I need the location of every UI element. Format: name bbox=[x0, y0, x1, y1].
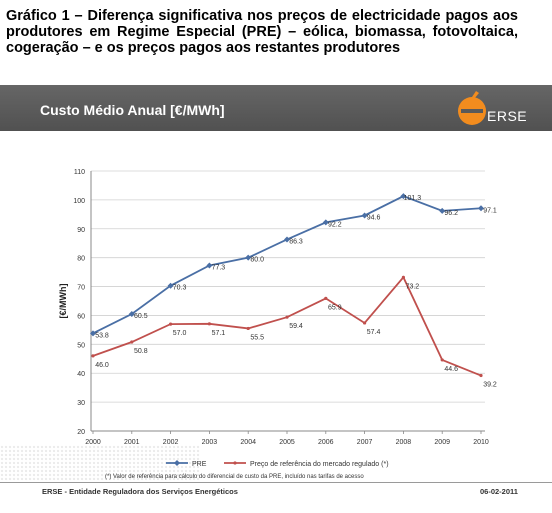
legend-label: PRE bbox=[192, 461, 207, 468]
data-label: 46.0 bbox=[95, 362, 109, 369]
series-group: 53.8 60.5 70.3 77.3 80.0 86.3 92.2 94.6 101.3 96.… bbox=[90, 193, 497, 389]
y-tick-label: 110 bbox=[74, 169, 85, 176]
y-tick-label: 90 bbox=[77, 227, 85, 234]
x-tick-label: 2004 bbox=[240, 439, 256, 446]
series-reference-price: 46.0 50.8 57.0 57.1 55.5 59.4 65.9 57.4 73.2 44.6… bbox=[91, 275, 497, 389]
y-tick-labels: 20 30 40 50 60 70 80 90 100 110 bbox=[73, 169, 85, 436]
logo-text: ERSE bbox=[487, 108, 528, 124]
data-point bbox=[130, 340, 134, 344]
x-tick-label: 2005 bbox=[279, 439, 295, 446]
footer-date: 06-02-2011 bbox=[480, 487, 518, 496]
x-tick-label: 2001 bbox=[124, 439, 140, 446]
data-point bbox=[246, 326, 250, 331]
banner-title: Custo Médio Anual [€/MWh] bbox=[40, 102, 225, 118]
legend-marker bbox=[174, 460, 180, 466]
y-tick-label: 80 bbox=[77, 256, 85, 263]
data-point bbox=[90, 330, 96, 337]
y-tick-label: 20 bbox=[77, 429, 85, 436]
data-label: 101.3 bbox=[404, 195, 422, 202]
data-label: 50.8 bbox=[134, 348, 148, 355]
data-label: 73.2 bbox=[406, 283, 420, 290]
data-label: 55.5 bbox=[250, 334, 264, 341]
data-label: 77.3 bbox=[212, 264, 226, 271]
data-point bbox=[206, 262, 213, 269]
banner: Custo Médio Anual [€/MWh] ERSE bbox=[0, 85, 552, 131]
data-point bbox=[479, 373, 483, 378]
data-point bbox=[91, 354, 95, 358]
data-point bbox=[361, 212, 368, 219]
x-tick-label: 2008 bbox=[396, 439, 412, 446]
footer-divider bbox=[0, 482, 552, 483]
erse-logo: ERSE bbox=[455, 91, 545, 129]
footnote: (*) Valor de referência para cálculo do … bbox=[105, 474, 364, 480]
x-tick-labels: 2000 2001 2002 2003 2004 2005 2006 2007 2008 2009… bbox=[85, 431, 489, 446]
data-point bbox=[128, 311, 135, 317]
slide: Custo Médio Anual [€/MWh] ERSE 20 30 40 50 6… bbox=[0, 85, 552, 513]
y-tick-label: 50 bbox=[77, 342, 85, 349]
x-tick-label: 2006 bbox=[318, 439, 334, 446]
data-label: 39.2 bbox=[483, 382, 497, 389]
data-point bbox=[363, 321, 367, 325]
data-label: 94.6 bbox=[367, 214, 381, 221]
x-tick-label: 2010 bbox=[473, 439, 489, 446]
data-point bbox=[285, 315, 289, 319]
legend: PRE Preço de referência do mercado regula… bbox=[166, 460, 389, 468]
data-label: 92.2 bbox=[328, 221, 342, 228]
data-point bbox=[478, 205, 484, 212]
x-tick-label: 2007 bbox=[357, 439, 373, 446]
data-point bbox=[439, 207, 446, 214]
data-point bbox=[400, 193, 407, 200]
data-label: 57.1 bbox=[212, 330, 226, 337]
data-point bbox=[245, 254, 252, 261]
legend-marker bbox=[233, 461, 237, 465]
data-point bbox=[284, 236, 290, 243]
data-point bbox=[207, 322, 211, 326]
series-line bbox=[92, 195, 482, 335]
data-label: 57.4 bbox=[367, 329, 381, 336]
y-tick-label: 40 bbox=[77, 371, 85, 378]
x-tick-label: 2003 bbox=[202, 439, 218, 446]
legend-label: Preço de referência do mercado regulado … bbox=[250, 461, 389, 468]
data-label: 57.0 bbox=[173, 330, 187, 337]
data-label: 70.3 bbox=[173, 285, 187, 292]
data-point bbox=[169, 322, 173, 326]
erse-logo-icon bbox=[458, 91, 486, 125]
data-point bbox=[401, 275, 405, 279]
footer-organization: ERSE - Entidade Reguladora dos Serviços … bbox=[42, 487, 238, 496]
data-point bbox=[322, 219, 329, 226]
data-label: 80.0 bbox=[250, 257, 264, 264]
series-pre: 53.8 60.5 70.3 77.3 80.0 86.3 92.2 94.6 101.3 96.… bbox=[90, 193, 497, 339]
data-point bbox=[324, 296, 328, 300]
x-tick-label: 2002 bbox=[163, 439, 179, 446]
data-label: 53.8 bbox=[95, 332, 109, 339]
data-point bbox=[167, 282, 174, 289]
y-tick-label: 30 bbox=[77, 400, 85, 407]
y-tick-label: 60 bbox=[77, 313, 85, 320]
data-label: 65.9 bbox=[328, 304, 342, 311]
data-label: 97.1 bbox=[483, 207, 497, 214]
data-point bbox=[440, 358, 444, 362]
y-tick-label: 70 bbox=[77, 285, 85, 292]
data-label: 96.2 bbox=[444, 210, 458, 217]
series-line bbox=[92, 275, 482, 377]
data-label: 44.6 bbox=[444, 366, 458, 373]
figure-caption: Gráfico 1 – Diferença significativa nos … bbox=[6, 8, 518, 56]
data-label: 86.3 bbox=[289, 238, 303, 245]
y-tick-label: 100 bbox=[73, 198, 85, 205]
x-tick-label: 2009 bbox=[434, 439, 450, 446]
data-label: 60.5 bbox=[134, 313, 148, 320]
x-tick-label: 2000 bbox=[85, 439, 101, 446]
data-label: 59.4 bbox=[289, 323, 303, 330]
y-axis-label: [€/MWh] bbox=[58, 284, 68, 319]
